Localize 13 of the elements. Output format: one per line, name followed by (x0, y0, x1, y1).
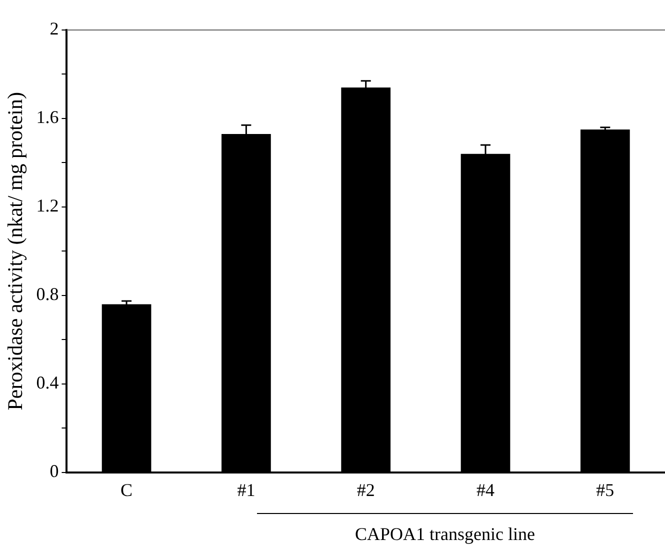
y-tick-label: 0 (50, 461, 59, 482)
x-tick-label: #1 (237, 480, 256, 500)
y-axis-title: Peroxidase activity (nkat/ mg protein) (3, 92, 28, 410)
y-tick-label: 0.8 (36, 284, 59, 304)
y-tick-label: 2 (50, 18, 59, 39)
x-axis-title: CAPOA1 transgenic line (354, 524, 536, 545)
y-tick-label: 1.6 (36, 107, 59, 128)
y-tick-label: 0.4 (36, 372, 59, 393)
x-tick-label: #5 (596, 480, 614, 500)
x-tick-label: C (120, 480, 133, 500)
y-tick-label: 1.2 (36, 196, 59, 216)
x-tick-label: #4 (476, 480, 495, 500)
x-tick-label: #2 (356, 480, 375, 500)
